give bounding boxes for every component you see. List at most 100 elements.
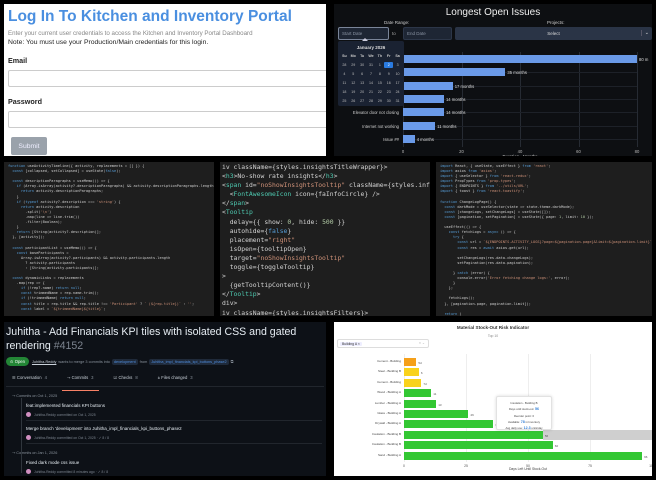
calendar-month: January 2026 (356, 45, 386, 50)
calendar-day[interactable]: 8 (378, 72, 381, 76)
login-note: Note: You must use your Production/Main … (8, 39, 209, 46)
tab-icon: ± (157, 375, 162, 380)
tooltip-line: Avg daily use: 12.3 units/day (505, 426, 543, 431)
calendar-day[interactable]: 1 (378, 63, 381, 67)
calendar-day[interactable]: 24 (395, 90, 400, 94)
calendar-day[interactable]: 4 (343, 72, 346, 76)
commit-message[interactable]: Fixed dark mode css issue (26, 460, 80, 465)
tab-files-changed[interactable]: ± Files changed 3 (158, 375, 193, 386)
calendar-day[interactable]: 7 (369, 72, 372, 76)
bar[interactable] (404, 378, 422, 387)
bar[interactable] (403, 134, 415, 143)
head-branch[interactable]: Juhitha_impl_financials_kpi_buttons_phas… (149, 358, 229, 365)
commit-item[interactable]: Fixed dark mode css issue Juhitha-Reddy c… (26, 460, 322, 476)
projects-select[interactable]: Select ⌄ (455, 27, 652, 40)
calendar-day[interactable]: 14 (368, 81, 373, 85)
bar[interactable] (404, 410, 469, 418)
building-filter-dropdown[interactable]: Building A × × ⌄ (337, 339, 429, 348)
x-tick-label: 50 (526, 464, 530, 468)
data-label: 96 (644, 454, 648, 459)
commit-message[interactable]: Merge branch 'development' into Juhitha_… (26, 426, 182, 431)
bar[interactable] (403, 94, 444, 103)
calendar-day[interactable]: 22 (377, 90, 382, 94)
calendar-day[interactable]: 17 (395, 81, 400, 85)
code-line: ? activity.participants (8, 260, 76, 265)
bar[interactable] (404, 399, 437, 408)
calendar-day[interactable]: 26 (351, 99, 356, 103)
calendar-day[interactable]: 6 (361, 72, 364, 76)
submit-button[interactable]: Submit (11, 137, 47, 155)
tab-commits[interactable]: ⊸ Commits 3 (62, 375, 99, 391)
weekday-header: Mo (350, 54, 356, 58)
tab-conversation[interactable]: ☰ Conversation 4 (12, 375, 47, 386)
bar[interactable] (404, 430, 543, 439)
filter-tag[interactable]: Building A × (340, 342, 362, 346)
calendar-day[interactable]: 30 (386, 99, 391, 103)
bar[interactable] (403, 68, 506, 77)
bar[interactable] (403, 55, 637, 63)
bar[interactable] (404, 358, 417, 366)
bar[interactable] (403, 81, 453, 90)
password-field[interactable] (8, 111, 326, 128)
calendar-day[interactable]: 11 (342, 81, 347, 85)
tab-checks[interactable]: ☑ Checks 8 (114, 375, 138, 386)
longest-open-issues-panel: Longest Open Issues Date Range: Projects… (334, 4, 652, 156)
bar[interactable] (403, 108, 444, 117)
calendar-day[interactable]: 27 (360, 99, 365, 103)
calendar-day[interactable]: 16 (386, 81, 391, 85)
calendar-day[interactable]: 29 (377, 99, 382, 103)
base-branch[interactable]: development (111, 358, 138, 365)
bar[interactable] (404, 420, 494, 429)
calendar-day[interactable]: 28 (342, 63, 347, 67)
calendar-day[interactable]: 29 (351, 63, 356, 67)
code-line: setPagination(res.data.pagination); (440, 260, 534, 265)
copy-icon[interactable]: ⧉ (230, 359, 234, 364)
bar[interactable] (403, 121, 436, 130)
y-category-label: Glass - Building A (377, 411, 401, 415)
y-category-label: Elevator door not closing (352, 110, 399, 116)
calendar-day[interactable]: 19 (351, 90, 356, 94)
email-field[interactable] (8, 70, 326, 87)
calendar-day[interactable]: 2 (384, 62, 394, 68)
calendar-day[interactable]: 28 (368, 99, 373, 103)
calendar-day[interactable]: 20 (360, 90, 365, 94)
calendar-day[interactable]: 30 (360, 63, 365, 67)
y-category-label: Sand - Building A (377, 452, 401, 457)
calendar-day[interactable]: 9 (387, 72, 390, 76)
bar[interactable] (404, 368, 419, 377)
commit-item[interactable]: Merge branch 'development' into Juhitha_… (26, 426, 322, 444)
bar[interactable] (404, 451, 643, 460)
clear-icon[interactable]: × ⌄ (418, 341, 425, 345)
calendar-day[interactable]: 3 (396, 63, 399, 67)
end-date-input[interactable]: End Date (403, 27, 452, 40)
commit-meta: Juhitha-Reddy committed on Oct 1, 2025 ·… (26, 435, 322, 440)
calendar-day[interactable]: 5 (352, 72, 355, 76)
calendar-day[interactable]: 10 (395, 72, 400, 76)
calendar-day[interactable]: 18 (342, 90, 347, 94)
y-category-label: Cement - Building (377, 359, 401, 363)
code-line: .map(line => line.trim()) (8, 214, 80, 219)
calendar-day[interactable]: 13 (360, 81, 365, 85)
code-editor-tooltip-jsx: iv className={styles.insightsTitleWrappe… (220, 162, 430, 316)
bar[interactable] (404, 441, 553, 450)
author-link[interactable]: Juhitha-Reddy (31, 359, 57, 364)
calendar-day[interactable]: 23 (386, 90, 391, 94)
commit-message[interactable]: feat:implemented financials KPI buttons (26, 403, 106, 408)
code-line: return ( (444, 311, 462, 316)
code-line: try { (452, 235, 464, 240)
data-label: 14 months (445, 110, 466, 116)
commit-author-time: Juhitha-Reddy committed 8 minutes ago · … (34, 469, 109, 474)
y-category-label: Drywall - Building A (375, 421, 401, 426)
calendar-day[interactable]: 25 (342, 99, 347, 103)
chevron-down-icon[interactable]: ⌄ (640, 30, 649, 36)
calendar-day[interactable]: 15 (377, 81, 382, 85)
bar[interactable] (404, 389, 432, 398)
code-line: } (8, 194, 19, 199)
code-line: {getTooltipContent()} (222, 281, 311, 290)
calendar-day[interactable]: 21 (368, 90, 373, 94)
commit-item[interactable]: feat:implemented financials KPI buttons J… (26, 403, 322, 421)
calendar-day[interactable]: 31 (395, 99, 400, 103)
calendar-day[interactable]: 31 (368, 63, 373, 67)
y-gridline (403, 112, 637, 114)
calendar-day[interactable]: 12 (351, 81, 356, 85)
